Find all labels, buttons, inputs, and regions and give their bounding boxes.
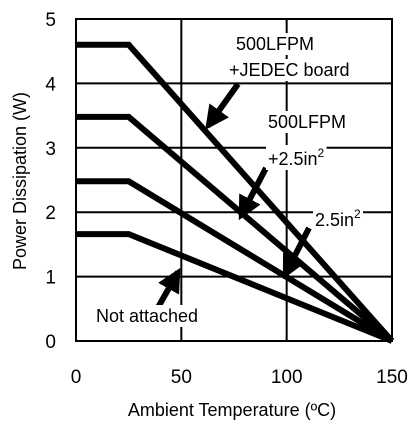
- annotation-label: +2.5in2: [268, 146, 325, 169]
- annotation-superscript: 2: [354, 207, 361, 221]
- series-line-4: [76, 231, 394, 344]
- annotation-arrow: [282, 226, 312, 280]
- annotation-label: 500LFPM: [268, 112, 346, 132]
- x-tick-labels: 0 50 100 150: [71, 367, 408, 388]
- y-tick-label: 0: [45, 332, 56, 353]
- annotation-label: 500LFPM: [236, 34, 314, 54]
- annotation-text: Not attached: [96, 306, 198, 326]
- y-tick-labels: 0 1 2 3 4 5: [45, 10, 56, 353]
- annotations-group: 500LFPM+JEDEC board500LFPM+2.5in22.5in2N…: [96, 34, 361, 326]
- y-tick-label: 4: [45, 74, 56, 95]
- annotation-text: +2.5in: [268, 149, 318, 169]
- annotation-text: 2.5in: [315, 210, 354, 230]
- annotation-text: 500LFPM: [268, 112, 346, 132]
- annotation-text: +JEDEC board: [229, 60, 350, 80]
- series-line-3: [76, 178, 394, 344]
- annotation-backgrounds: [94, 33, 364, 327]
- y-axis-label: Power Dissipation (W): [10, 92, 30, 270]
- annotation-label: 2.5in2: [315, 207, 361, 230]
- annotation-background: [234, 33, 317, 55]
- annotation-text: 500LFPM: [236, 34, 314, 54]
- annotation-background: [266, 145, 327, 170]
- y-tick-label: 3: [45, 139, 56, 160]
- annotation-arrows: [153, 82, 312, 313]
- annotation-background: [313, 206, 364, 231]
- annotation-label: +JEDEC board: [229, 60, 350, 80]
- y-tick-label: 5: [45, 10, 56, 31]
- y-tick-label: 1: [45, 268, 56, 289]
- x-tick-label: 100: [271, 367, 303, 388]
- x-tick-label: 50: [171, 367, 192, 388]
- annotation-background: [227, 59, 352, 81]
- annotation-label: Not attached: [96, 306, 198, 326]
- x-axis-label: Ambient Temperature (ºC): [128, 400, 336, 420]
- annotation-background: [266, 111, 349, 133]
- annotation-arrow: [205, 82, 241, 130]
- annotation-background: [94, 305, 201, 327]
- annotation-superscript: 2: [318, 146, 325, 160]
- x-tick-label: 150: [376, 367, 408, 388]
- y-tick-label: 2: [45, 203, 56, 224]
- annotation-arrow: [153, 267, 181, 313]
- x-tick-label: 0: [71, 367, 82, 388]
- annotation-arrow: [238, 166, 269, 221]
